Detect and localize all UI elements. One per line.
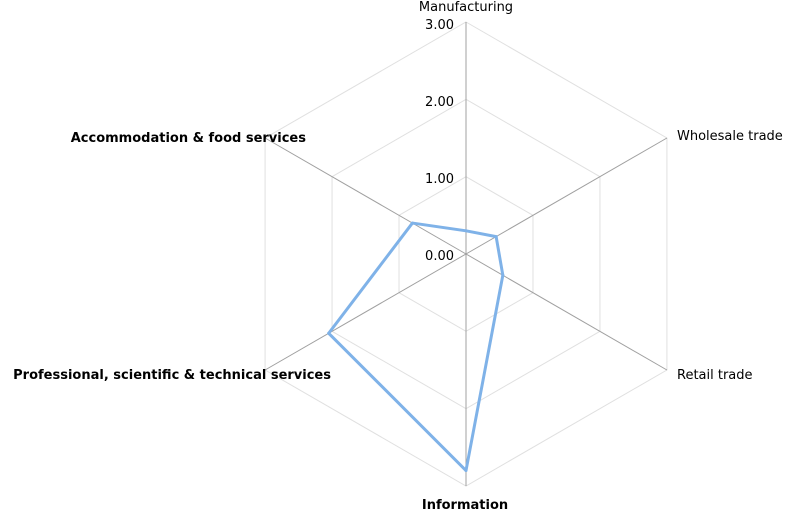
category-label-professional-services: Professional, scientific & technical ser… — [13, 368, 331, 383]
axis-spoke — [465, 137, 668, 255]
axis-spoke — [465, 253, 668, 371]
axes — [264, 22, 668, 486]
data-point — [464, 469, 468, 473]
data-point — [327, 331, 331, 335]
tick-label: 2.00 — [425, 95, 454, 110]
data-point — [410, 221, 414, 225]
category-label-information: Information — [422, 498, 508, 513]
tick-label: 0.00 — [425, 249, 454, 264]
category-label-accommodation-food: Accommodation & food services — [71, 131, 307, 146]
axis-spoke — [264, 137, 467, 255]
tick-labels: 0.00 1.00 2.00 3.00 — [425, 18, 454, 264]
tick-label: 3.00 — [425, 18, 454, 33]
category-label-manufacturing: Manufacturing — [419, 0, 513, 15]
data-point — [494, 235, 498, 239]
series — [327, 221, 505, 473]
axis-spoke — [264, 253, 467, 371]
tick-label: 1.00 — [425, 172, 454, 187]
category-labels: Manufacturing Wholesale trade Retail tra… — [13, 0, 783, 513]
data-point — [501, 273, 505, 277]
category-label-wholesale-trade: Wholesale trade — [677, 129, 783, 144]
category-label-retail-trade: Retail trade — [677, 368, 753, 383]
data-point — [464, 229, 468, 233]
